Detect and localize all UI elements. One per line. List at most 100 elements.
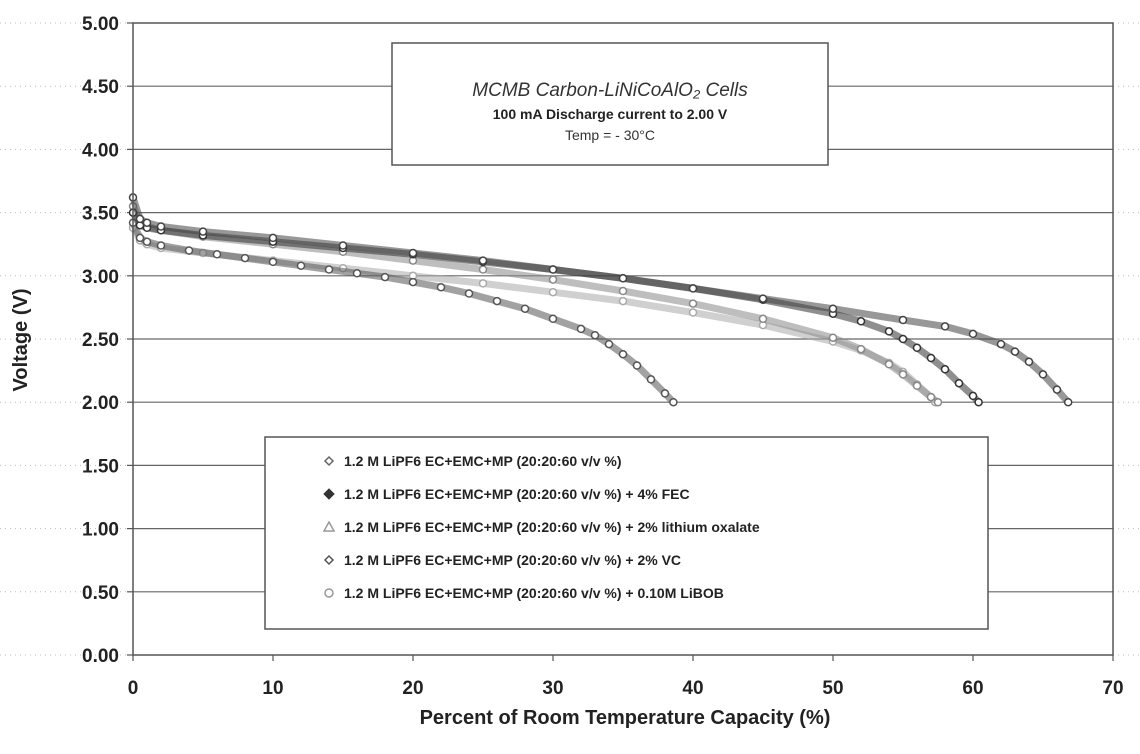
legend-label: 1.2 M LiPF6 EC+EMC+MP (20:20:60 v/v %) +…: [344, 486, 690, 502]
data-point: [268, 233, 278, 243]
y-axis-ticks: 0.00 0.50 1.00 1.50 2.00 2.50 3.00 3.50 4.00 4.50…: [82, 14, 133, 667]
data-point: [492, 296, 502, 306]
data-point: [968, 329, 978, 339]
data-point: [646, 375, 656, 384]
data-point: [968, 391, 978, 401]
data-point: [618, 286, 628, 296]
data-point: [548, 275, 558, 284]
chart-subtitle: 100 mA Discharge current to 2.00 V: [493, 106, 728, 122]
y-tick-label: 2.00: [82, 393, 119, 414]
legend-item: 1.2 M LiPF6 EC+EMC+MP (20:20:60 v/v %) +…: [322, 519, 760, 535]
legend-item: 1.2 M LiPF6 EC+EMC+MP (20:20:60 v/v %) +…: [324, 585, 724, 601]
data-point: [898, 315, 908, 325]
data-point: [688, 308, 698, 317]
data-point: [828, 333, 838, 342]
data-point: [576, 324, 586, 334]
x-tick-label: 0: [128, 678, 139, 699]
legend-marker: [323, 554, 335, 566]
data-point: [884, 360, 894, 369]
data-point: [156, 222, 166, 231]
chart-annotation: Temp = - 30°C: [565, 127, 655, 143]
data-point: [1063, 397, 1073, 407]
data-point: [380, 272, 390, 282]
data-point: [338, 241, 348, 250]
data-point: [296, 261, 306, 270]
x-tick-label: 50: [822, 678, 843, 699]
data-point: [1052, 385, 1062, 394]
data-point: [478, 256, 488, 265]
legend-marker: [324, 588, 334, 598]
series-layer: [128, 193, 1073, 407]
chart-title-box: MCMB Carbon-LiNiCoAlO₂ Cells 100 mA Disc…: [391, 42, 829, 166]
data-point: [996, 339, 1006, 349]
data-point: [632, 361, 642, 370]
data-point: [912, 343, 922, 353]
x-tick-label: 20: [402, 678, 423, 699]
y-tick-label: 1.00: [82, 520, 119, 541]
data-point: [669, 397, 678, 407]
legend-label: 1.2 M LiPF6 EC+EMC+MP (20:20:60 v/v %) +…: [344, 585, 724, 601]
data-point: [884, 327, 894, 336]
x-tick-label: 10: [262, 678, 283, 699]
data-point: [1024, 357, 1034, 367]
data-point: [478, 279, 488, 288]
data-point: [618, 296, 628, 306]
data-point: [520, 304, 530, 313]
data-point: [240, 253, 250, 263]
data-point: [940, 322, 950, 331]
data-point: [660, 389, 670, 398]
data-point: [758, 294, 768, 303]
data-point: [856, 317, 866, 326]
y-tick-label: 4.00: [82, 140, 119, 161]
legend-marker: [323, 488, 335, 500]
series-line: [129, 209, 983, 406]
data-point: [548, 265, 558, 274]
legend-marker: [322, 520, 336, 532]
x-axis-ticks: 0 10 20 30 40 50 60 70: [128, 655, 1124, 699]
data-point: [184, 246, 194, 255]
data-point: [926, 353, 936, 363]
data-point: [135, 214, 145, 224]
y-tick-label: 2.50: [82, 330, 119, 351]
legend-item: 1.2 M LiPF6 EC+EMC+MP (20:20:60 v/v %) +…: [323, 486, 690, 502]
series-1: [128, 218, 678, 407]
y-axis-title: Voltage (V): [10, 289, 32, 392]
x-axis-title: Percent of Room Temperature Capacity (%): [420, 707, 831, 729]
legend-item: 1.2 M LiPF6 EC+EMC+MP (20:20:60 v/v %): [323, 453, 622, 469]
data-point: [548, 287, 558, 297]
data-point: [688, 299, 698, 308]
data-point: [156, 241, 166, 250]
data-point: [352, 269, 362, 278]
series-4: [128, 193, 1073, 407]
x-tick-label: 70: [1102, 678, 1123, 699]
y-tick-label: 5.00: [82, 14, 119, 35]
data-point: [436, 282, 446, 292]
legend: 1.2 M LiPF6 EC+EMC+MP (20:20:60 v/v %) 1.…: [264, 436, 989, 630]
data-point: [1038, 370, 1048, 379]
y-tick-label: 4.50: [82, 77, 119, 98]
chart-title: MCMB Carbon-LiNiCoAlO₂ Cells: [472, 80, 748, 101]
data-point: [464, 289, 474, 298]
data-point: [940, 365, 950, 374]
data-point: [758, 314, 768, 324]
y-tick-label: 3.50: [82, 204, 119, 225]
y-tick-label: 0.50: [82, 583, 119, 604]
data-point: [142, 237, 152, 246]
data-point: [828, 304, 838, 313]
legend-label: 1.2 M LiPF6 EC+EMC+MP (20:20:60 v/v %) +…: [344, 519, 760, 535]
legend-item: 1.2 M LiPF6 EC+EMC+MP (20:20:60 v/v %) +…: [323, 552, 681, 568]
data-point: [548, 314, 558, 324]
data-point: [268, 257, 278, 267]
data-point: [324, 265, 334, 274]
legend-label: 1.2 M LiPF6 EC+EMC+MP (20:20:60 v/v %) +…: [344, 552, 681, 568]
data-point: [933, 397, 943, 407]
data-point: [198, 227, 208, 236]
data-point: [912, 381, 922, 391]
data-point: [618, 274, 628, 283]
x-tick-label: 40: [682, 678, 703, 699]
y-tick-label: 0.00: [82, 646, 119, 667]
data-point: [898, 334, 908, 344]
data-point: [856, 344, 866, 354]
data-point: [618, 349, 628, 359]
